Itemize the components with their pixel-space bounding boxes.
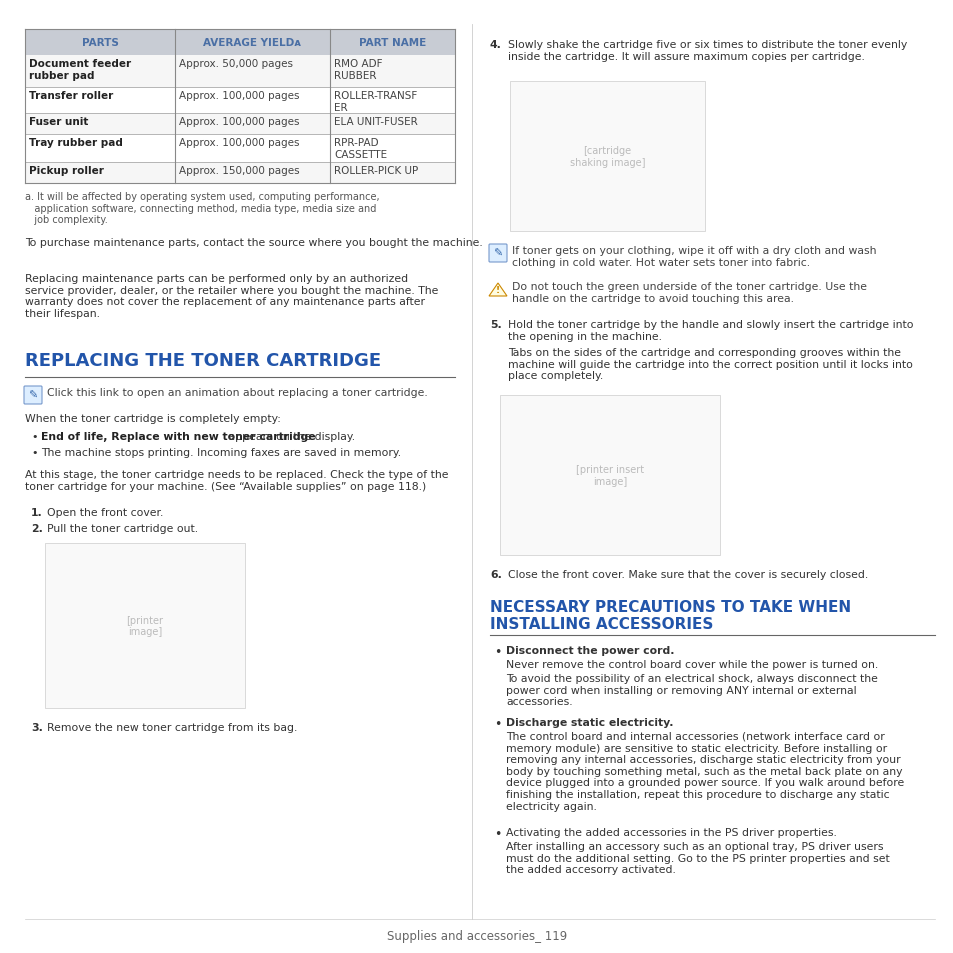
Bar bbox=[25, 88, 455, 113]
Text: [cartridge
shaking image]: [cartridge shaking image] bbox=[569, 146, 644, 168]
Text: Document feeder
rubber pad: Document feeder rubber pad bbox=[29, 59, 131, 80]
Text: PART NAME: PART NAME bbox=[358, 38, 426, 48]
Text: Close the front cover. Make sure that the cover is securely closed.: Close the front cover. Make sure that th… bbox=[507, 569, 867, 579]
Text: Replacing maintenance parts can be performed only by an authorized
service provi: Replacing maintenance parts can be perfo… bbox=[25, 274, 438, 318]
Polygon shape bbox=[489, 284, 506, 296]
Text: Approx. 100,000 pages: Approx. 100,000 pages bbox=[179, 138, 299, 148]
Text: •: • bbox=[30, 448, 37, 457]
Bar bbox=[25, 56, 455, 88]
Text: End of life, Replace with new toner cartridge: End of life, Replace with new toner cart… bbox=[41, 432, 315, 441]
Text: Disconnect the power cord.: Disconnect the power cord. bbox=[505, 645, 674, 656]
Text: Slowly shake the cartridge five or six times to distribute the toner evenly
insi: Slowly shake the cartridge five or six t… bbox=[507, 40, 906, 62]
Text: The control board and internal accessories (network interface card or
memory mod: The control board and internal accessori… bbox=[505, 731, 903, 811]
Text: If toner gets on your clothing, wipe it off with a dry cloth and wash
clothing i: If toner gets on your clothing, wipe it … bbox=[512, 246, 876, 268]
Text: Click this link to open an animation about replacing a toner cartridge.: Click this link to open an animation abo… bbox=[47, 388, 427, 397]
Text: Discharge static electricity.: Discharge static electricity. bbox=[505, 718, 673, 727]
Bar bbox=[25, 30, 455, 56]
Bar bbox=[25, 135, 455, 163]
Text: Fuser unit: Fuser unit bbox=[29, 117, 89, 127]
Text: NECESSARY PRECAUTIONS TO TAKE WHEN
INSTALLING ACCESSORIES: NECESSARY PRECAUTIONS TO TAKE WHEN INSTA… bbox=[490, 599, 850, 632]
Text: 3.: 3. bbox=[30, 722, 43, 732]
Text: When the toner cartridge is completely empty:: When the toner cartridge is completely e… bbox=[25, 414, 280, 423]
Text: Pull the toner cartridge out.: Pull the toner cartridge out. bbox=[47, 523, 198, 534]
Text: PARTS: PARTS bbox=[81, 38, 118, 48]
Text: 5.: 5. bbox=[490, 319, 501, 330]
Text: Approx. 150,000 pages: Approx. 150,000 pages bbox=[179, 166, 299, 175]
Text: •: • bbox=[30, 432, 37, 441]
Text: AVERAGE YIELDᴀ: AVERAGE YIELDᴀ bbox=[203, 38, 301, 48]
Text: Pickup roller: Pickup roller bbox=[29, 166, 104, 175]
Text: a. It will be affected by operating system used, computing performance,
   appli: a. It will be affected by operating syst… bbox=[25, 192, 379, 225]
Text: After installing an accessory such as an optional tray, PS driver users
must do : After installing an accessory such as an… bbox=[505, 841, 889, 874]
Text: ELA UNIT-FUSER: ELA UNIT-FUSER bbox=[334, 117, 417, 127]
Text: At this stage, the toner cartridge needs to be replaced. Check the type of the
t: At this stage, the toner cartridge needs… bbox=[25, 470, 448, 491]
Text: 1.: 1. bbox=[30, 507, 43, 517]
Text: appears on the display.: appears on the display. bbox=[225, 432, 355, 441]
Text: •: • bbox=[494, 718, 501, 730]
FancyBboxPatch shape bbox=[24, 387, 42, 405]
Text: [printer
image]: [printer image] bbox=[127, 615, 163, 637]
Text: Open the front cover.: Open the front cover. bbox=[47, 507, 163, 517]
Text: ROLLER-TRANSF
ER: ROLLER-TRANSF ER bbox=[334, 91, 416, 112]
Text: Transfer roller: Transfer roller bbox=[29, 91, 113, 101]
Text: 2.: 2. bbox=[30, 523, 43, 534]
Text: Hold the toner cartridge by the handle and slowly insert the cartridge into
the : Hold the toner cartridge by the handle a… bbox=[507, 319, 913, 341]
Text: RMO ADF
RUBBER: RMO ADF RUBBER bbox=[334, 59, 382, 80]
Bar bbox=[510, 82, 704, 232]
Text: [printer insert
image]: [printer insert image] bbox=[576, 465, 643, 486]
Text: ✎: ✎ bbox=[29, 391, 38, 400]
Text: The machine stops printing. Incoming faxes are saved in memory.: The machine stops printing. Incoming fax… bbox=[41, 448, 400, 457]
Bar bbox=[25, 113, 455, 135]
Text: Approx. 100,000 pages: Approx. 100,000 pages bbox=[179, 91, 299, 101]
Text: ROLLER-PICK UP: ROLLER-PICK UP bbox=[334, 166, 417, 175]
Text: !: ! bbox=[496, 286, 499, 295]
Text: To avoid the possibility of an electrical shock, always disconnect the
power cor: To avoid the possibility of an electrica… bbox=[505, 673, 877, 706]
Text: Approx. 50,000 pages: Approx. 50,000 pages bbox=[179, 59, 293, 69]
Text: Remove the new toner cartridge from its bag.: Remove the new toner cartridge from its … bbox=[47, 722, 297, 732]
Bar bbox=[499, 395, 720, 556]
Text: RPR-PAD
CASSETTE: RPR-PAD CASSETTE bbox=[334, 138, 387, 159]
Text: To purchase maintenance parts, contact the source where you bought the machine.: To purchase maintenance parts, contact t… bbox=[25, 237, 482, 248]
Text: Never remove the control board cover while the power is turned on.: Never remove the control board cover whi… bbox=[505, 659, 878, 669]
Text: Tray rubber pad: Tray rubber pad bbox=[29, 138, 123, 148]
Text: Do not touch the green underside of the toner cartridge. Use the
handle on the c: Do not touch the green underside of the … bbox=[512, 282, 866, 303]
Text: 4.: 4. bbox=[490, 40, 501, 50]
Text: 6.: 6. bbox=[490, 569, 501, 579]
Text: Approx. 100,000 pages: Approx. 100,000 pages bbox=[179, 117, 299, 127]
Text: Activating the added accessories in the PS driver properties.: Activating the added accessories in the … bbox=[505, 827, 836, 837]
Bar bbox=[45, 543, 245, 708]
Bar bbox=[25, 163, 455, 184]
Text: Tabs on the sides of the cartridge and corresponding grooves within the
machine : Tabs on the sides of the cartridge and c… bbox=[507, 348, 912, 381]
Text: ✎: ✎ bbox=[493, 249, 502, 258]
FancyBboxPatch shape bbox=[489, 245, 506, 263]
Text: •: • bbox=[494, 645, 501, 659]
Text: Supplies and accessories_ 119: Supplies and accessories_ 119 bbox=[387, 929, 566, 942]
Text: REPLACING THE TONER CARTRIDGE: REPLACING THE TONER CARTRIDGE bbox=[25, 352, 381, 370]
Text: •: • bbox=[494, 827, 501, 841]
